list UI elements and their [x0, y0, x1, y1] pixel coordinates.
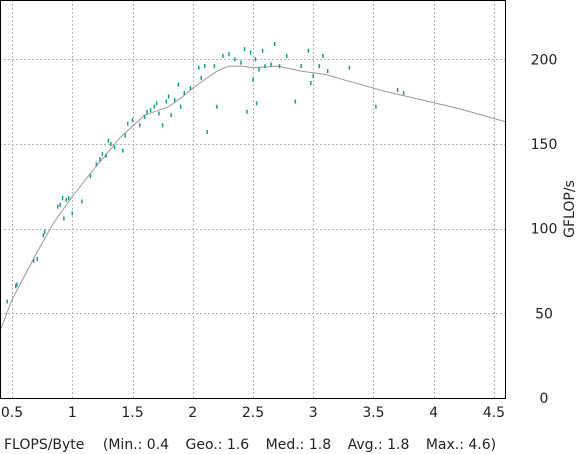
y-tick-label: 150: [531, 137, 558, 153]
y-tick-label: 200: [531, 52, 558, 68]
y-tick-label: 0: [540, 391, 549, 407]
x-tick-label: 0.5: [1, 405, 23, 421]
stat-open-paren: (: [103, 437, 108, 453]
grid-lines: [0, 0, 506, 398]
x-tick-labels: 0.5 1 1.5 2 2.5 3 3.5 4 4.5: [1, 405, 505, 421]
x-axis-title: FLOPS/Byte: [4, 437, 84, 453]
x-tick-label: 2: [188, 405, 197, 421]
y-tick-label: 50: [535, 306, 553, 322]
stat-avg: Avg.: 1.8: [348, 437, 410, 453]
x-tick-label: 1: [68, 405, 77, 421]
stat-max: Max.: 4.6: [426, 437, 491, 453]
x-tick-label: 3: [309, 405, 318, 421]
stat-close-paren: ): [491, 437, 496, 453]
x-tick-label: 1.5: [121, 405, 143, 421]
stat-med: Med.: 1.8: [266, 437, 331, 453]
plot-frame: [0, 0, 506, 399]
y-tick-label: 100: [531, 222, 558, 238]
trend-layer: [0, 65, 507, 333]
stat-min: Min.: 0.4: [108, 437, 169, 453]
x-tick-label: 4.5: [483, 405, 505, 421]
x-tick-label: 2.5: [242, 405, 264, 421]
x-tick-label: 4: [429, 405, 438, 421]
stat-geo: Geo.: 1.6: [186, 437, 250, 453]
y-axis-title: GFLOP/s: [562, 180, 577, 238]
data-points: [6, 42, 405, 304]
y-tick-labels: 0 50 100 150 200: [531, 52, 558, 407]
x-tick-label: 3.5: [362, 405, 384, 421]
trend-line: [0, 65, 507, 333]
x-axis-title-line: FLOPS/Byte (Min.: 0.4 Geo.: 1.6 Med.: 1.…: [4, 437, 496, 453]
